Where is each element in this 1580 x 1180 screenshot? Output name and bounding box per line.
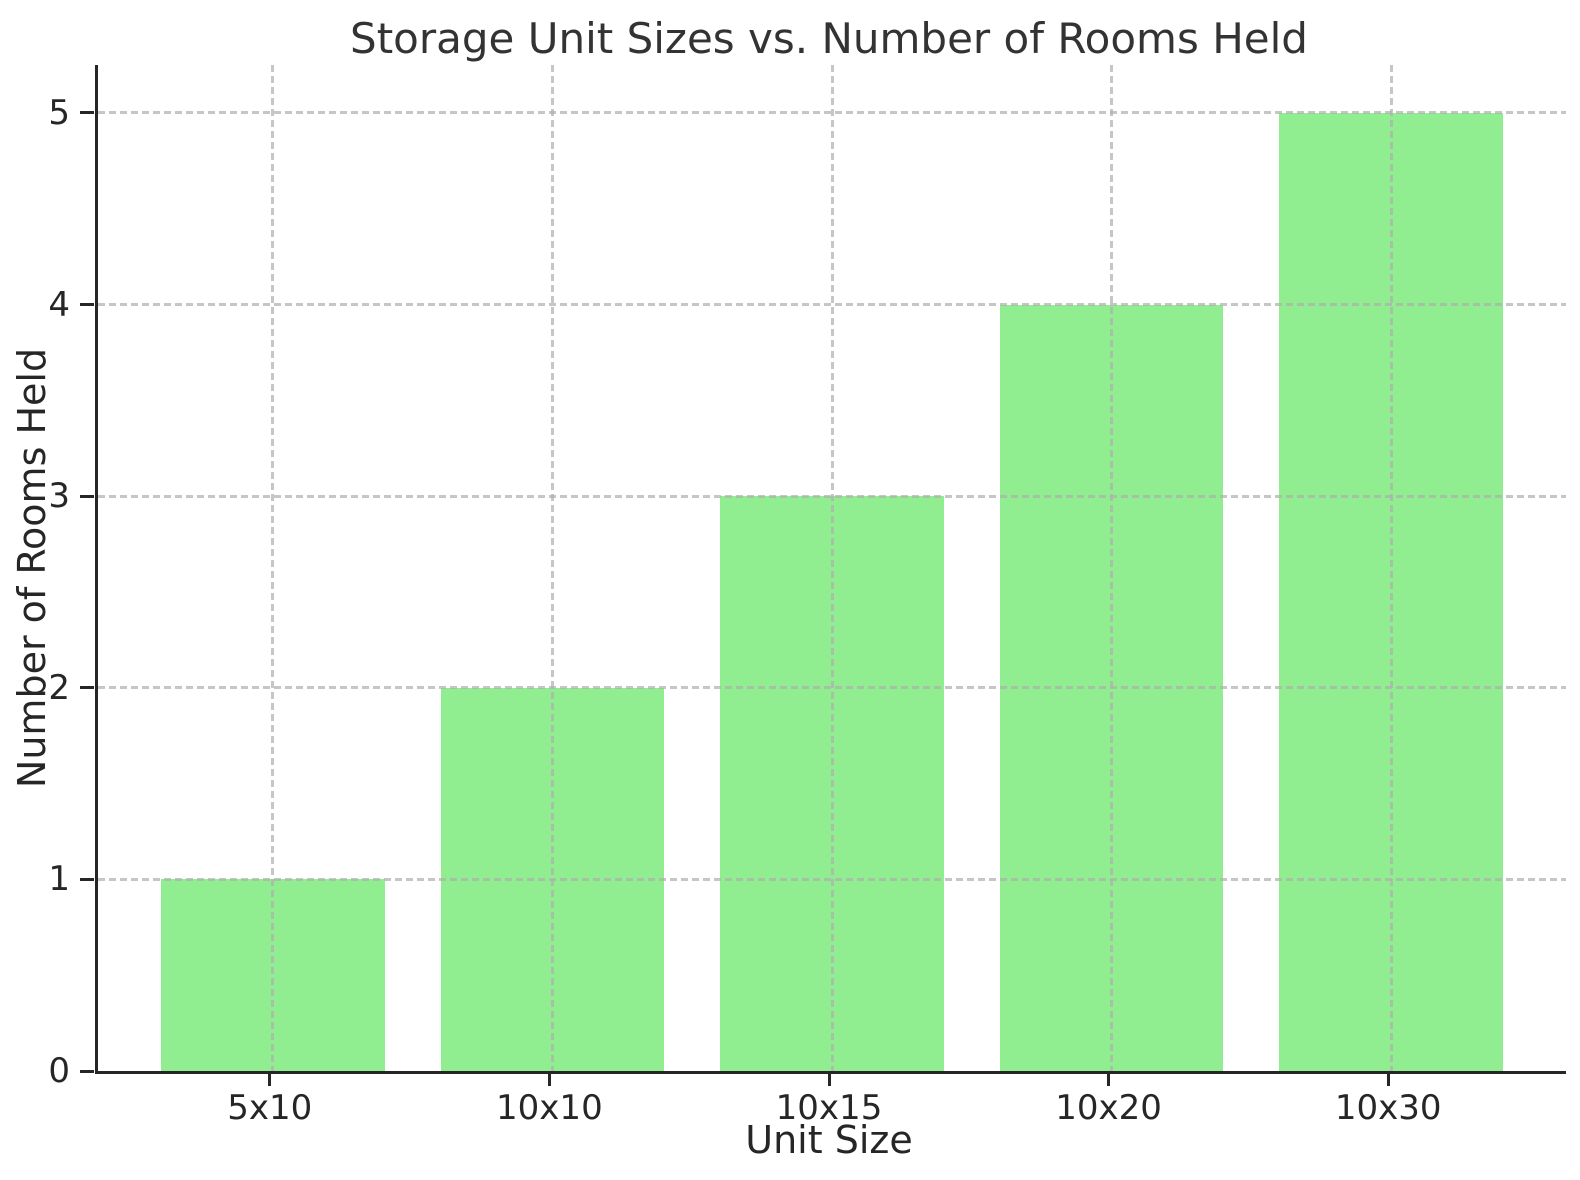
gridline-v [550,65,554,1071]
x-tick-mark [827,1072,831,1086]
y-tick-label: 5 [48,92,70,133]
gridline-h [98,686,1566,690]
chart-title: Storage Unit Sizes vs. Number of Rooms H… [350,14,1308,63]
y-tick-mark [80,1069,94,1073]
y-tick-mark [80,494,94,498]
gridline-h [98,111,1566,115]
x-tick-label: 10x15 [775,1088,883,1128]
y-axis-label: Number of Rooms Held [10,347,54,789]
gridline-h [98,494,1566,498]
gridline-v [830,65,834,1071]
y-tick-mark [80,877,94,881]
x-tick-label: 10x20 [1055,1088,1162,1128]
y-tick-mark [80,686,94,690]
y-tick-label: 1 [48,859,70,900]
y-tick-label: 4 [48,284,70,325]
y-tick-label: 3 [48,476,70,517]
gridline-v [271,65,275,1071]
x-tick-label: 10x30 [1334,1088,1442,1128]
gridline-v [1110,65,1114,1071]
gridline-v [1389,65,1393,1071]
x-tick-mark [1386,1072,1390,1086]
plot-area [95,65,1566,1074]
x-axis-label: Unit Size [745,1118,913,1162]
x-tick-mark [268,1072,272,1086]
y-tick-mark [80,303,94,307]
x-tick-mark [1107,1072,1111,1086]
gridline-h [98,877,1566,881]
x-tick-mark [547,1072,551,1086]
x-tick-label: 10x10 [496,1088,603,1128]
y-tick-mark [80,111,94,115]
y-tick-label: 0 [48,1051,70,1091]
x-tick-label: 5x10 [227,1088,313,1128]
gridline-h [98,303,1566,307]
y-tick-label: 2 [48,667,70,708]
